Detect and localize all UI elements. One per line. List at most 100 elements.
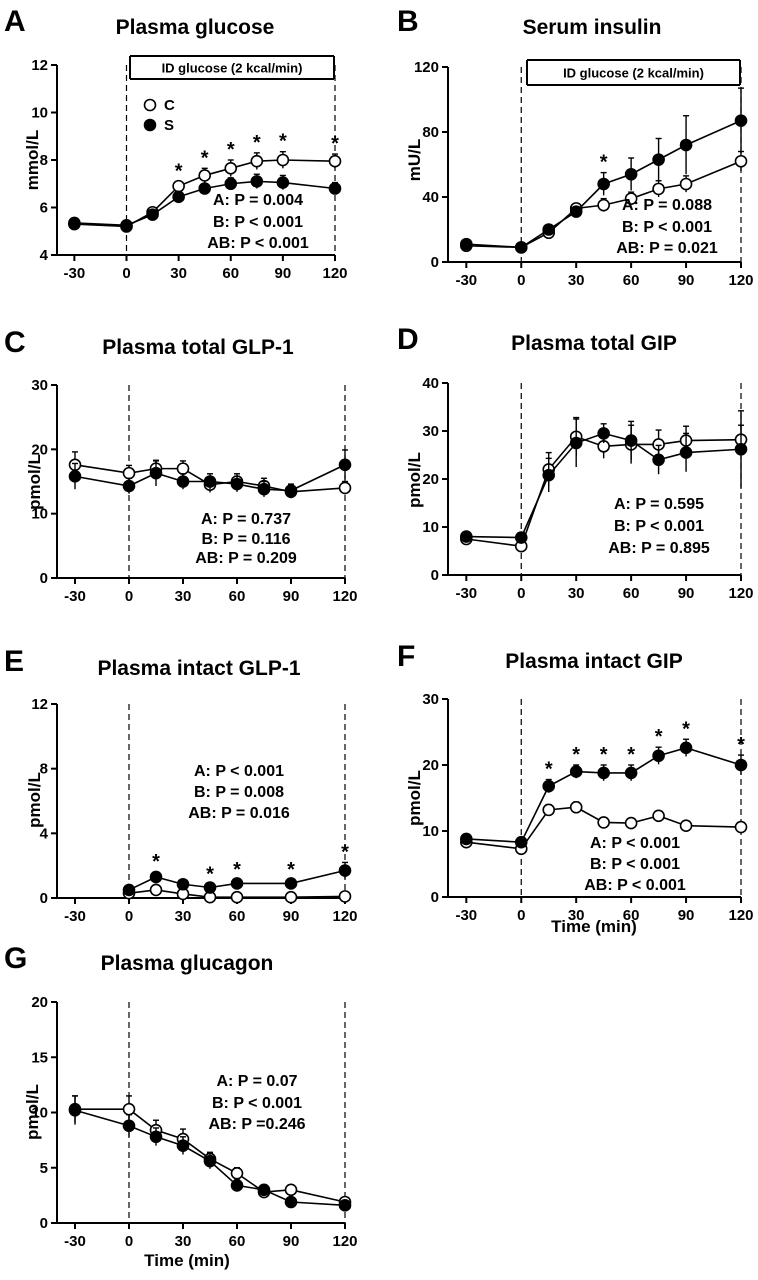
y-axis-label: mU/L [405,139,424,182]
panel-title: Plasma intact GIP [505,650,682,673]
data-point [514,835,528,849]
significance-star: * [331,133,339,155]
data-point [203,1154,217,1168]
legend-label: C [164,97,175,114]
data-point [460,237,473,251]
data-point [679,446,693,459]
data-point [68,1103,82,1117]
significance-star: * [545,759,553,781]
panel-letter: E [4,645,24,678]
data-point [203,881,217,894]
data-point [514,241,528,254]
x-tick-label: 0 [125,908,133,925]
stat-label: AB: P = 0.895 [608,540,710,557]
stat-label: AB: P = 0.209 [195,550,297,567]
x-tick-label: -30 [64,588,86,605]
x-axis-label: Time (min) [144,1251,230,1270]
data-point [542,803,556,817]
data-point [624,167,638,181]
data-point [149,1130,163,1144]
significance-star: * [600,744,608,766]
panel-letter: D [397,323,419,356]
panel-title: Plasma total GLP-1 [102,336,294,359]
data-point [652,153,665,166]
data-point [624,766,638,780]
x-tick-label: 120 [322,265,347,282]
x-tick-label: 30 [568,585,585,602]
x-tick-label: 0 [125,588,133,605]
significance-star: * [279,131,287,153]
data-point [68,470,82,483]
y-tick-label: 40 [422,189,439,206]
y-tick-label: 5 [40,1160,48,1177]
series-s [460,87,748,254]
significance-star: * [175,160,183,182]
x-tick-label: 90 [678,272,695,289]
stat-label: A: P < 0.001 [590,835,680,852]
series-s [460,738,748,849]
stat-label: AB: P = 0.016 [188,805,290,822]
y-tick-label: 12 [31,696,48,713]
significance-star: * [600,152,608,174]
data-point [198,182,211,195]
x-tick-label: 60 [623,907,640,924]
data-point [149,883,163,897]
panel-title: Plasma glucagon [101,952,274,975]
panel-c: C Plasma total GLP-1 pmol/L 0 10 20 30 -30 0 30 60… [4,326,358,605]
x-tick-label: 0 [517,272,525,289]
x-tick-label: 60 [623,272,640,289]
x-tick-label: 90 [283,588,300,605]
y-tick-label: 15 [31,1049,48,1066]
data-point [624,192,638,205]
stat-label: B: P < 0.001 [212,1095,302,1112]
data-point [460,832,473,846]
data-point [257,482,271,496]
data-point [284,1183,298,1197]
data-point [679,177,693,191]
significance-star: * [737,734,745,756]
stat-label: AB: P < 0.001 [584,877,686,894]
significance-star: * [655,726,663,748]
data-point [597,177,610,191]
data-point [338,864,352,877]
series-c [122,883,352,904]
y-tick-label: 0 [40,890,48,907]
stat-label: B: P < 0.001 [614,518,704,535]
panel-b: B Serum insulin mU/L 0 40 80 120 -30 0 30 60 90 120 I… [397,5,754,289]
data-point [276,153,290,167]
data-point [328,182,342,195]
data-point [176,1139,190,1152]
panel-title: Plasma intact GLP-1 [97,657,300,680]
significance-star: * [682,718,690,740]
stat-label: A: P = 0.004 [213,192,303,209]
significance-star: * [152,851,160,873]
y-tick-label: 30 [422,423,439,440]
data-point [122,883,136,897]
y-tick-label: 10 [422,519,439,536]
significance-star: * [206,863,214,885]
data-point [679,819,693,833]
data-point [460,530,473,543]
x-tick-label: 90 [275,265,292,282]
x-tick-label: 60 [229,1233,246,1250]
panel-d: D Plasma total GIP pmol/L 0 10 20 30 40 -30 0 30 60… [397,323,754,602]
data-point [569,205,583,218]
stat-label: A: P = 0.595 [614,496,704,513]
x-tick-label: 60 [229,588,246,605]
x-tick-label: 30 [175,1233,192,1250]
y-tick-label: 120 [414,59,439,76]
x-tick-label: 0 [517,585,525,602]
data-point [597,198,610,212]
data-point [224,162,238,175]
data-point [597,816,610,829]
y-tick-label: 20 [422,757,439,774]
data-point [338,481,352,495]
y-tick-label: 8 [40,152,48,169]
data-point [734,442,748,456]
data-point [230,1179,244,1192]
data-point [176,475,190,488]
x-tick-label: 90 [678,907,695,924]
data-point [652,453,665,467]
data-point [250,175,264,188]
data-point [276,176,290,189]
